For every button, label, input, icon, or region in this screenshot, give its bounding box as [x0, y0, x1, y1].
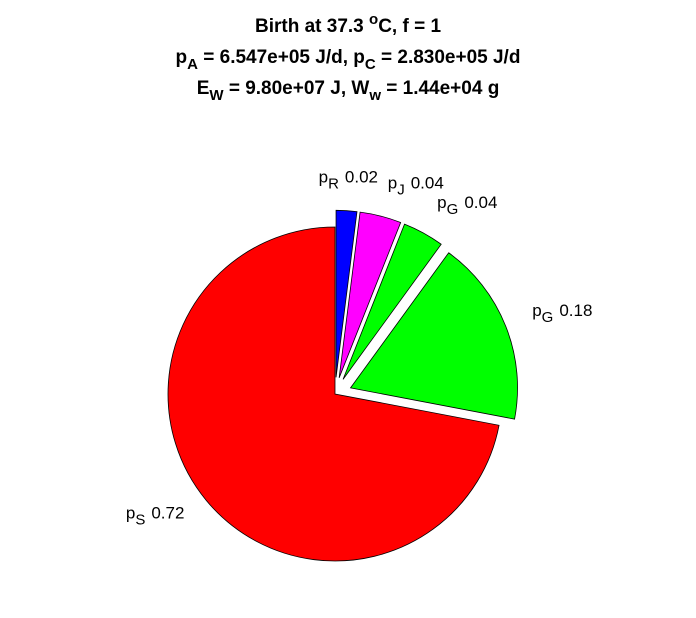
slice-label-name: p: [126, 504, 135, 523]
slice-label: pG 0.18: [532, 301, 592, 326]
slice-label-sub: G: [447, 201, 459, 218]
slice-label-value: 0.72: [151, 504, 184, 523]
chart-title-line: Birth at 37.3 oC, f = 1: [255, 11, 441, 37]
title-text: p: [176, 47, 188, 68]
title-sub: C: [365, 56, 376, 73]
title-text: = 9.80e+07 J, W: [224, 78, 370, 99]
slice-label-name: p: [437, 193, 446, 212]
slice-label: pR 0.02: [319, 167, 378, 192]
title-text: C, f = 1: [378, 16, 441, 37]
title-sup: o: [369, 11, 378, 28]
slice-label-sub: S: [135, 512, 145, 529]
title-text: = 1.44e+04 g: [381, 78, 499, 99]
title-text: = 6.547e+05 J/d, p: [198, 47, 365, 68]
slice-label-name: p: [319, 167, 328, 186]
slice-label: pS 0.72: [126, 504, 185, 529]
chart-title-line: EW = 9.80e+07 J, Ww = 1.44e+04 g: [197, 78, 500, 104]
title-text: = 2.830e+05 J/d: [376, 47, 521, 68]
slice-label-sub: R: [328, 175, 339, 192]
slice-label-sub: J: [397, 182, 405, 199]
pie-slice: [338, 211, 402, 378]
chart-title-line: pA = 6.547e+05 J/d, pC = 2.830e+05 J/d: [176, 47, 521, 73]
slice-label: pG 0.04: [437, 193, 497, 218]
slice-label-name: p: [532, 301, 541, 320]
slice-label-value: 0.04: [411, 174, 444, 193]
pie-slice: [335, 209, 358, 378]
title-sub: A: [187, 56, 198, 73]
pie-slice: [342, 223, 442, 380]
slice-label-name: p: [388, 174, 397, 193]
pie-slice: [167, 226, 500, 562]
title-text: Birth at 37.3: [255, 16, 369, 37]
slice-label: pJ 0.04: [388, 174, 444, 199]
pie-slice: [349, 252, 518, 420]
slice-label-value: 0.02: [345, 167, 378, 186]
slice-label-value: 0.18: [559, 301, 592, 320]
title-text: E: [197, 78, 210, 99]
title-sub: W: [209, 87, 224, 104]
title-sub: w: [368, 87, 381, 104]
slice-label-sub: G: [542, 309, 554, 326]
slice-label-value: 0.04: [464, 193, 497, 212]
